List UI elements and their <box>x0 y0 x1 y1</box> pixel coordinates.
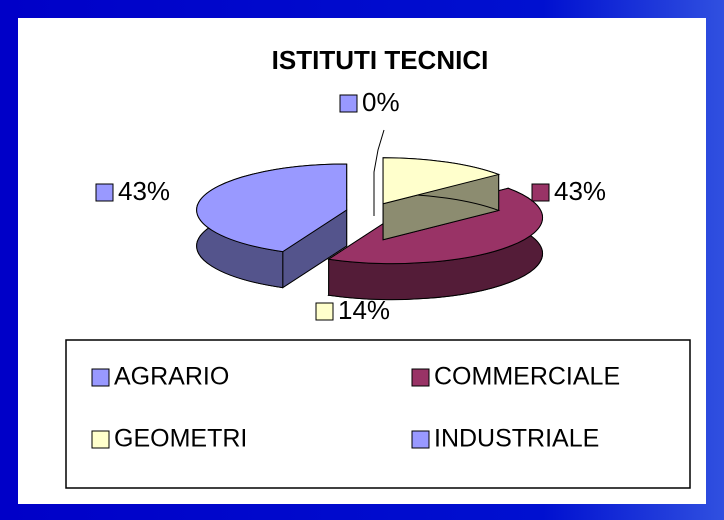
leader-line <box>373 129 385 216</box>
label-swatch <box>531 183 550 202</box>
data-label: 14% <box>338 295 390 325</box>
data-label: 43% <box>118 176 170 206</box>
legend-label: AGRARIO <box>114 363 229 391</box>
legend-label: INDUSTRIALE <box>434 425 599 453</box>
label-swatch <box>95 183 114 202</box>
slice-top <box>196 163 348 253</box>
legend-label: GEOMETRI <box>114 425 247 453</box>
data-label: 0% <box>362 87 400 117</box>
legend-label: COMMERCIALE <box>434 363 620 391</box>
label-swatch <box>339 94 358 113</box>
legend-swatch <box>411 368 430 387</box>
legend-swatch <box>91 368 110 387</box>
slice-top <box>382 157 501 205</box>
legend-swatch <box>411 430 430 449</box>
label-swatch <box>315 302 334 321</box>
data-label: 43% <box>554 176 606 206</box>
legend-swatch <box>91 430 110 449</box>
legend-box <box>65 339 691 489</box>
chart-title: ISTITUTI TECNICI <box>272 45 489 75</box>
